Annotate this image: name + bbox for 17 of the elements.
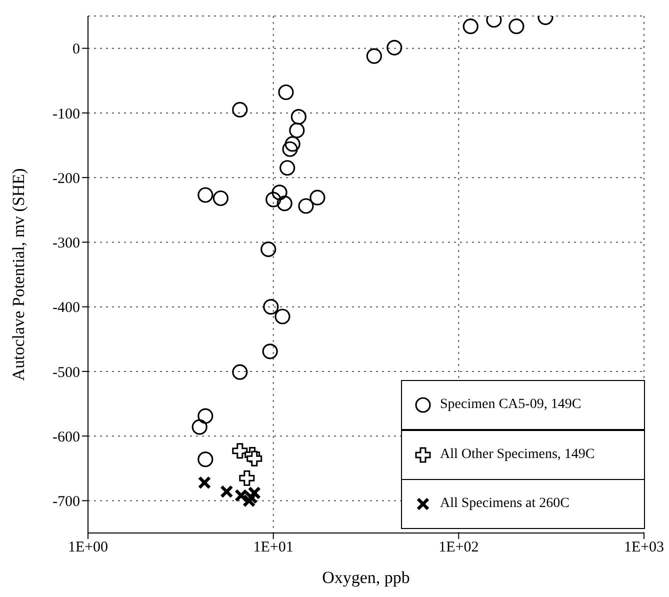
y-axis-title: Autoclave Potential, mv (SHE) [9,168,28,381]
legend-label: Specimen CA5-09, 149C [440,397,582,413]
x-tick-label: 1E+00 [68,540,108,556]
y-tick-label: -700 [52,494,80,510]
y-tick-label: -400 [52,300,80,316]
legend-label: All Other Specimens, 149C [440,446,595,462]
y-tick-label: -200 [52,170,80,187]
y-tick-label: -100 [52,106,80,122]
y-tick-label: -600 [52,429,80,446]
x-tick-label: 1E+01 [253,540,294,556]
x-axis-title: Oxygen, ppb [322,568,410,587]
y-tick-label: -300 [52,236,80,252]
x-tick-label: 1E+03 [624,540,664,556]
y-tick-label: -500 [52,364,80,381]
y-tick-label: 0 [72,42,80,58]
x-tick-label: 1E+02 [438,540,479,556]
legend-label: All Specimens at 260C [440,496,570,512]
